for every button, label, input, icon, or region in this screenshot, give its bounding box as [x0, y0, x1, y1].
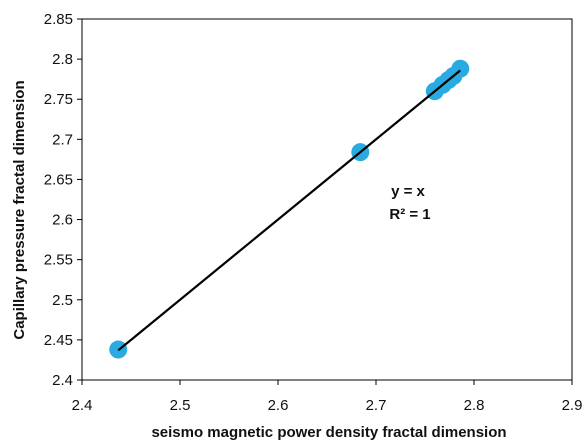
y-tick-label: 2.75: [44, 91, 73, 108]
x-tick-label: 2.4: [72, 397, 93, 414]
x-tick-label: 2.9: [562, 397, 583, 414]
x-tick-label: 2.6: [268, 397, 289, 414]
y-tick-label: 2.4: [52, 372, 73, 389]
y-tick-label: 2.6: [52, 212, 73, 229]
x-tick-label: 2.7: [366, 397, 387, 414]
plot-area-frame: [81, 18, 573, 381]
y-tick-label: 2.5: [52, 292, 73, 309]
y-tick-label: 2.45: [44, 332, 73, 349]
x-tick-label: 2.8: [464, 397, 485, 414]
equation-label: y = x: [391, 183, 425, 200]
y-tick-label: 2.8: [52, 51, 73, 68]
y-tick-label: 2.55: [44, 252, 73, 269]
r-squared-label: R² = 1: [389, 206, 430, 223]
x-tick-label: 2.5: [170, 397, 191, 414]
y-tick-label: 2.65: [44, 171, 73, 188]
x-axis-title: seismo magnetic power density fractal di…: [151, 424, 506, 441]
trendline: [117, 69, 461, 352]
x-axis: 2.4 2.5 2.6 2.7 2.8 2.9: [72, 380, 583, 414]
y-axis-title: Capillary pressure fractal dimension: [11, 80, 28, 339]
y-axis: 2.4 2.45 2.5 2.55 2.6 2.65 2.7 2.75 2.8 2.85: [44, 11, 82, 389]
y-tick-label: 2.7: [52, 131, 73, 148]
y-tick-label: 2.85: [44, 11, 73, 28]
